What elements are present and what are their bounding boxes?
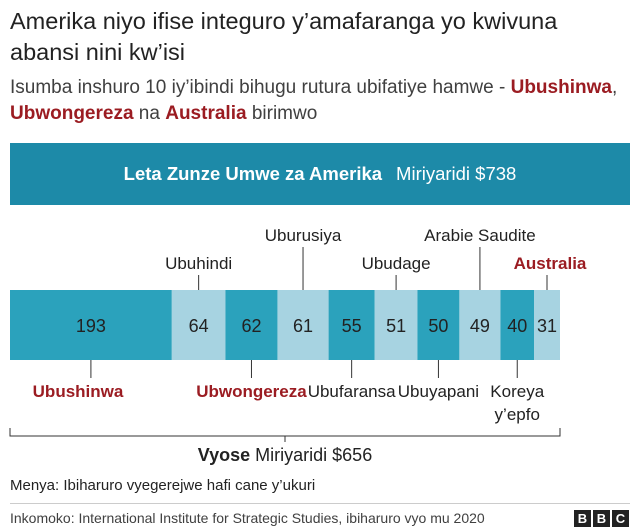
bar-value-label: 64 (189, 316, 209, 336)
subtitle-text-4: birimwo (246, 103, 318, 124)
bar-segment-ubudage (374, 290, 418, 360)
bar-segment-ubwongereza (225, 290, 278, 360)
total-bracket (9, 428, 561, 437)
category-label: Australia (514, 254, 587, 273)
category-label: Ubwongereza (196, 382, 307, 401)
subtitle-text-1: Isumba inshuro 10 iy’ibindi bihugu rutur… (10, 77, 511, 98)
category-label: Ubushinwa (33, 382, 124, 401)
bar-segment-ubuhindi (171, 290, 226, 360)
bar-segment-ubushinwa (10, 290, 172, 360)
bar-segment-arabie-saudite (459, 290, 501, 360)
bar-value-label: 49 (470, 316, 490, 336)
category-label: y’epfo (495, 405, 540, 424)
category-label: Koreya (490, 382, 544, 401)
category-label: Ubuhindi (165, 254, 232, 273)
bbc-logo-letter: B (593, 510, 610, 527)
subtitle-text-3: na (133, 103, 166, 124)
bar-value-label: 31 (537, 316, 557, 336)
subtitle-text-2: , (611, 77, 618, 98)
total-label-value: Miriyaridi $656 (255, 445, 372, 465)
category-label: Uburusiya (265, 226, 342, 245)
bar-segment-koreya-y-epfo (500, 290, 535, 360)
total-label-name: Vyose (198, 445, 255, 465)
chart-title: Amerika niyo ifise integuro y’amafaranga… (10, 8, 558, 65)
bar-value-label: 62 (241, 316, 261, 336)
category-label: Arabie Saudite (424, 226, 536, 245)
bbc-logo-letter: B (574, 510, 591, 527)
chart-note: Menya: Ibiharuro vyegerejwe hafi cane y’… (10, 477, 316, 494)
footer-divider (10, 503, 630, 504)
bar-segment-ubuyapani (417, 290, 460, 360)
bar-value-label: 40 (507, 316, 527, 336)
bar-value-label: 61 (293, 316, 313, 336)
category-label: Ubufaransa (308, 382, 396, 401)
bar-segment-australia (534, 290, 560, 360)
source-text: Inkomoko: International Institute for St… (10, 510, 485, 526)
chart-subtitle: Isumba inshuro 10 iy’ibindi bihugu rutur… (10, 75, 635, 127)
usa-bar-country: Leta Zunze Umwe za Amerika (123, 163, 383, 184)
usa-bar: Leta Zunze Umwe za Amerika Miriyaridi $7… (10, 143, 630, 205)
usa-bar-value: Miriyaridi $738 (396, 163, 517, 184)
bar-value-label: 51 (386, 316, 406, 336)
subtitle-country-china: Ubushinwa (510, 77, 612, 98)
subtitle-country-uk: Ubwongereza (10, 103, 134, 124)
subtitle-country-australia: Australia (165, 103, 247, 124)
total-label: Vyose Miriyaridi $656 (198, 445, 372, 465)
bbc-logo: B B C (574, 510, 629, 527)
bar-value-label: 50 (428, 316, 448, 336)
bbc-logo-letter: C (612, 510, 629, 527)
bar-value-label: 193 (76, 316, 106, 336)
bar-value-label: 55 (342, 316, 362, 336)
category-label: Ubudage (362, 254, 431, 273)
bar-segment-ubufaransa (328, 290, 375, 360)
category-label: Ubuyapani (398, 382, 479, 401)
bar-segment-uburusiya (277, 290, 329, 360)
